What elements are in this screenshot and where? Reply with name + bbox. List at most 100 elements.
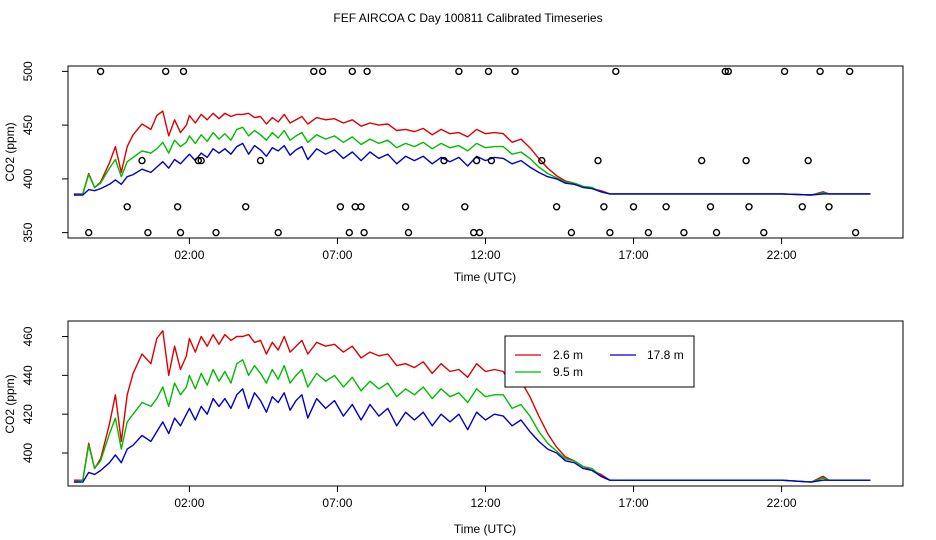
top-valve-marker	[363, 67, 371, 76]
bottom-x-tick-label: 02:00	[174, 496, 204, 510]
top-valve-marker	[629, 203, 638, 211]
top-x-axis: 02:00 07:00 12:00 17:00 22:00	[174, 238, 797, 262]
top-valve-marker	[197, 156, 205, 165]
top-valve-marker	[404, 228, 413, 237]
top-valve-marker	[345, 228, 353, 237]
bottom-y-axis: 400 420 440 460	[21, 326, 68, 463]
top-valve-marker	[798, 203, 806, 211]
bottom-x-tick-label: 12:00	[470, 496, 500, 510]
top-x-axis-label: Time (UTC)	[454, 270, 516, 284]
top-x-tick-label: 07:00	[322, 248, 352, 262]
legend-label-17-8m: 17.8 m	[647, 348, 684, 362]
top-x-tick-label: 22:00	[767, 248, 797, 262]
bottom-y-tick-label: 420	[21, 404, 35, 424]
legend: 2.6 m 9.5 m 17.8 m	[504, 335, 695, 388]
top-series-group	[73, 110, 871, 196]
top-y-tick-label: 400	[21, 169, 35, 189]
top-valve-marker	[644, 228, 653, 237]
top-valve-marker	[470, 228, 478, 237]
top-valve-marker	[538, 156, 546, 165]
top-valve-marker	[511, 67, 519, 76]
top-valve-marker	[336, 203, 345, 211]
top-valve-marker	[84, 228, 93, 237]
top-valve-marker	[173, 203, 182, 211]
top-valve-marker	[310, 67, 318, 76]
top-valve-marker	[712, 228, 721, 237]
top-valve-marker	[455, 67, 463, 76]
legend-label-2-6m: 2.6 m	[553, 348, 583, 362]
top-valve-marker	[825, 203, 833, 211]
top-valve-marker	[567, 228, 576, 237]
top-valve-marker	[138, 156, 146, 165]
bottom-series-9-5-m	[73, 359, 871, 483]
top-x-tick-label: 17:00	[619, 248, 649, 262]
top-y-axis-label: CO2 (ppm)	[3, 122, 17, 181]
top-valve-marker	[600, 203, 608, 211]
top-valve-marker	[594, 156, 602, 165]
top-y-axis: 350 400 450 500	[21, 61, 68, 243]
top-valve-marker	[698, 156, 706, 165]
top-valve-marker	[357, 203, 365, 211]
top-valve-marker	[552, 203, 561, 211]
top-valve-marker	[851, 228, 860, 237]
top-valve-marker	[724, 67, 732, 76]
top-valve-marker	[440, 156, 448, 165]
top-valve-marker	[318, 67, 327, 76]
top-valve-marker	[680, 228, 688, 237]
bottom-y-tick-label: 460	[21, 326, 35, 346]
top-valve-marker	[745, 203, 753, 211]
top-valve-marker	[360, 228, 368, 237]
top-valve-marker	[179, 67, 188, 76]
top-valve-marker	[348, 67, 356, 76]
top-valve-marker	[123, 203, 131, 211]
top-valve-marker	[662, 203, 670, 211]
top-y-tick-label: 450	[21, 115, 35, 135]
bottom-x-tick-label: 22:00	[767, 496, 797, 510]
bottom-x-tick-label: 17:00	[619, 496, 649, 510]
top-valve-marker	[606, 228, 614, 237]
top-valve-marker	[760, 228, 768, 237]
top-markers-group	[84, 67, 860, 237]
top-valve-marker	[487, 156, 496, 165]
top-valve-marker	[241, 203, 250, 211]
bottom-y-tick-label: 440	[21, 365, 35, 385]
top-valve-marker	[846, 67, 854, 76]
bottom-x-axis: 02:00 07:00 12:00 17:00 22:00	[174, 486, 797, 510]
top-valve-marker	[256, 156, 265, 165]
top-x-tick-label: 12:00	[470, 248, 500, 262]
bottom-y-tick-label: 400	[21, 443, 35, 463]
bottom-panel: 02:00 07:00 12:00 17:00 22:00 400 420 440 460 T…	[3, 320, 904, 536]
top-valve-marker	[194, 156, 203, 165]
top-series-9-5-m	[73, 126, 871, 196]
top-valve-marker	[96, 67, 105, 76]
top-series-2-6-m	[73, 110, 871, 196]
top-valve-marker	[706, 203, 715, 211]
top-valve-marker	[274, 228, 282, 237]
top-panel: 02:00 07:00 12:00 17:00 22:00 350 400 450 500 T…	[3, 61, 904, 284]
top-valve-marker	[144, 228, 152, 237]
top-valve-marker	[742, 156, 750, 165]
legend-box	[504, 335, 695, 388]
top-valve-marker	[721, 67, 729, 76]
bottom-x-axis-label: Time (UTC)	[454, 522, 516, 536]
bottom-series-17-8-m	[73, 388, 871, 483]
top-valve-marker	[816, 67, 824, 76]
top-valve-marker	[176, 228, 185, 237]
top-valve-marker	[780, 67, 789, 76]
top-valve-marker	[351, 203, 359, 211]
top-valve-marker	[161, 67, 170, 76]
top-series-17-8-m	[73, 142, 871, 196]
top-valve-marker	[212, 228, 220, 237]
bottom-series-group	[73, 330, 871, 483]
legend-label-9-5m: 9.5 m	[553, 365, 583, 379]
bottom-x-tick-label: 07:00	[322, 496, 352, 510]
bottom-series-2-6-m	[73, 330, 871, 483]
top-valve-marker	[484, 67, 493, 76]
top-y-tick-label: 350	[21, 222, 35, 242]
chart-title: FEF AIRCOA C Day 100811 Calibrated Times…	[333, 11, 602, 25]
top-x-tick-label: 02:00	[174, 248, 204, 262]
top-valve-marker	[401, 203, 410, 211]
top-valve-marker	[612, 67, 620, 76]
bottom-y-axis-label: CO2 (ppm)	[3, 374, 17, 433]
